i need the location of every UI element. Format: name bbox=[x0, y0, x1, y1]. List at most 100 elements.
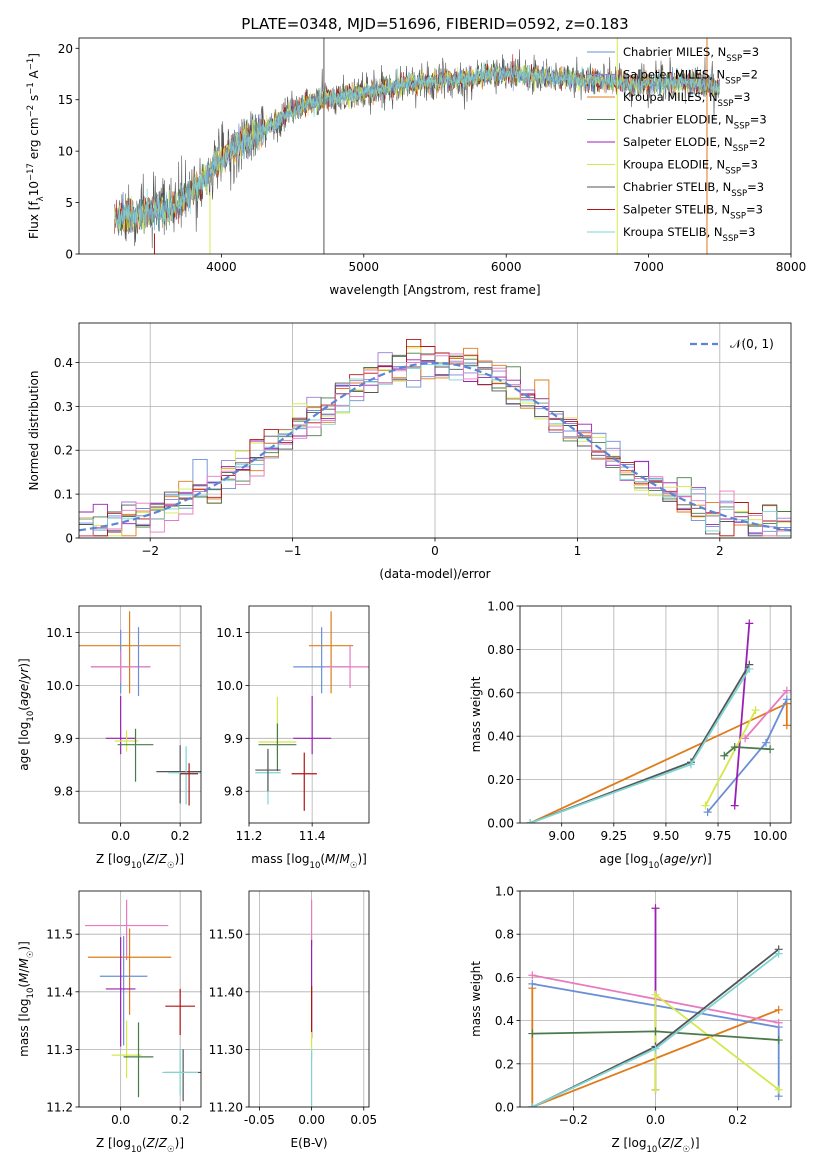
series-marker bbox=[701, 801, 710, 810]
y-tick-label: 5 bbox=[65, 196, 73, 210]
y-tick-label: 10.0 bbox=[46, 679, 73, 693]
panel-residuals: −2 −1 0 1 2 0 0.1 0.2 0.3 0.4 (data-model)/error No… bbox=[27, 322, 792, 581]
series-marker bbox=[651, 1044, 660, 1053]
panel-age_vs_Z: 0.0 0.2 9.8 9.9 10.0 10.1 Z [log10(Z/Z☉)] age [… bbox=[17, 605, 202, 871]
y-tick-label: 15 bbox=[58, 93, 73, 107]
y-tick-label: 10 bbox=[58, 145, 73, 159]
series-line bbox=[654, 992, 780, 1091]
y-tick-label: 0 bbox=[65, 532, 73, 546]
y-tick-label: 0.8 bbox=[495, 928, 514, 942]
panel-mass_vs_ebv: -0.05 0.00 0.05 11.20 11.30 11.40 11.50 E(B-V) bbox=[209, 890, 377, 1150]
series-marker bbox=[703, 808, 712, 817]
series-marker bbox=[730, 743, 739, 752]
x-tick-label: 0.00 bbox=[298, 1113, 325, 1127]
x-tick-label: 0.2 bbox=[728, 1113, 747, 1127]
x-tick-label: 4000 bbox=[206, 260, 237, 274]
series-marker bbox=[774, 949, 783, 958]
x-tick-label: 8000 bbox=[776, 260, 807, 274]
series-marker bbox=[782, 721, 791, 730]
series-marker bbox=[651, 1027, 660, 1036]
x-tick-label: 9.00 bbox=[548, 829, 575, 843]
y-tick-label: 0.00 bbox=[487, 817, 514, 831]
y-tick-label: 10.0 bbox=[216, 679, 243, 693]
panel-mass_vs_Z: 0.0 0.2 11.2 11.3 11.4 11.5 Z [log10(Z/Z☉)] mas… bbox=[17, 890, 202, 1155]
series-marker bbox=[774, 1018, 783, 1027]
x-axis-label: E(B-V) bbox=[290, 1136, 327, 1150]
x-tick-label: −1 bbox=[284, 544, 302, 558]
lines-group bbox=[526, 619, 791, 823]
x-axis-label: mass [log10(M/M☉)] bbox=[251, 852, 367, 871]
y-tick-label: 11.3 bbox=[46, 1043, 73, 1057]
x-tick-label: 0.2 bbox=[171, 829, 190, 843]
y-tick-label: 20 bbox=[58, 42, 73, 56]
series-marker bbox=[528, 1103, 537, 1107]
histogram-series bbox=[79, 356, 791, 534]
x-axis-label: age [log10(age/yr)] bbox=[599, 852, 712, 871]
legend-label: Kroupa ELODIE, NSSP=3 bbox=[623, 158, 758, 177]
x-axis-label: Z [log10(Z/Z☉)] bbox=[96, 852, 184, 871]
y-tick-label: 0.2 bbox=[54, 444, 73, 458]
x-tick-label: 0.0 bbox=[646, 1113, 665, 1127]
y-tick-label: 0 bbox=[65, 248, 73, 262]
legend-label: Salpeter ELODIE, NSSP=2 bbox=[623, 135, 766, 154]
series-line bbox=[733, 623, 751, 806]
spectrum-line bbox=[114, 60, 720, 231]
series-marker bbox=[526, 819, 535, 823]
y-tick-label: 11.30 bbox=[209, 1043, 243, 1057]
x-tick-label: 0.0 bbox=[111, 829, 130, 843]
panel-weight_vs_Z: −0.2 0.0 0.2 0.0 0.2 0.4 0.6 0.8 1.0 Z [log10(Z/Z… bbox=[469, 885, 792, 1155]
series-marker bbox=[745, 619, 754, 628]
panel-age_vs_mass: 11.2 11.4 9.8 9.9 10.0 10.1 mass [log10(M/M☉)] bbox=[216, 605, 370, 871]
axes-frame bbox=[519, 890, 792, 1108]
y-tick-label: 9.8 bbox=[54, 785, 73, 799]
legend-label: Chabrier ELODIE, NSSP=3 bbox=[623, 113, 767, 132]
y-tick-label: 11.4 bbox=[46, 985, 73, 999]
y-tick-label: 0.80 bbox=[487, 643, 514, 657]
x-tick-label: −2 bbox=[141, 544, 159, 558]
x-tick-label: 10.00 bbox=[753, 829, 787, 843]
histogram-series bbox=[79, 353, 791, 537]
y-tick-label: 10.1 bbox=[216, 626, 243, 640]
y-axis-label: mass [log10(M/M☉)] bbox=[17, 941, 36, 1057]
series-marker bbox=[651, 990, 660, 999]
x-tick-label: 9.50 bbox=[653, 829, 680, 843]
y-tick-label: 0.0 bbox=[495, 1101, 514, 1115]
y-tick-label: 11.2 bbox=[46, 1101, 73, 1115]
x-tick-label: 11.4 bbox=[299, 829, 326, 843]
x-tick-label: 6000 bbox=[491, 260, 522, 274]
axes-frame bbox=[248, 890, 370, 1108]
lines-group bbox=[528, 904, 783, 1107]
points-group bbox=[84, 899, 201, 1102]
y-tick-label: 0.6 bbox=[495, 971, 514, 985]
y-axis-label: age [log10(age/yr)] bbox=[17, 658, 36, 771]
x-tick-label: 5000 bbox=[349, 260, 380, 274]
series-marker bbox=[774, 1005, 783, 1014]
series-marker bbox=[528, 971, 537, 980]
series-marker bbox=[774, 1036, 783, 1045]
axes-frame bbox=[78, 605, 202, 824]
spectrum-line bbox=[114, 62, 720, 234]
histogram-series bbox=[79, 353, 791, 537]
x-axis-label: Z [log10(Z/Z☉)] bbox=[611, 1136, 699, 1155]
series-marker bbox=[651, 904, 660, 913]
axes-frame bbox=[248, 605, 370, 824]
series-marker bbox=[528, 979, 537, 988]
series-line bbox=[530, 668, 751, 823]
series-line bbox=[744, 690, 788, 739]
series-marker bbox=[782, 686, 791, 695]
series-line bbox=[704, 709, 757, 807]
y-tick-label: 0.40 bbox=[487, 730, 514, 744]
x-tick-label: 11.2 bbox=[236, 829, 263, 843]
y-tick-label: 9.9 bbox=[54, 732, 73, 746]
points-group bbox=[255, 611, 369, 811]
series-marker bbox=[651, 1085, 660, 1094]
x-tick-label: −0.2 bbox=[559, 1113, 588, 1127]
series-marker bbox=[761, 738, 770, 747]
x-axis-label: wavelength [Angstrom, rest frame] bbox=[329, 283, 540, 297]
series-marker bbox=[528, 1029, 537, 1038]
y-axis-label: mass weight bbox=[469, 676, 483, 752]
y-tick-label: 0.1 bbox=[54, 488, 73, 502]
x-tick-label: 1 bbox=[574, 544, 582, 558]
